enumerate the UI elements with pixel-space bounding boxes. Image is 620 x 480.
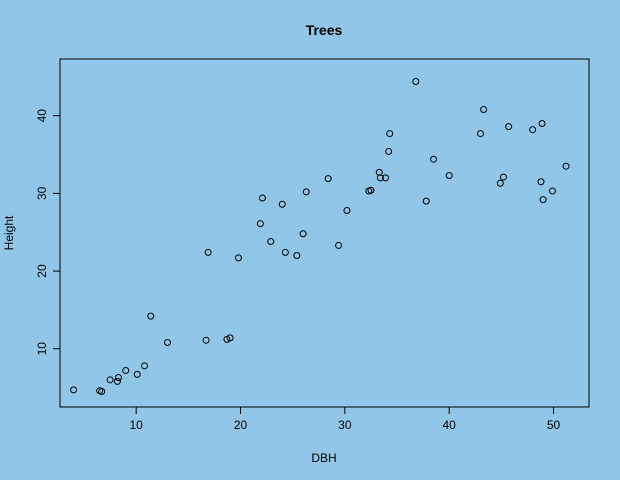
- data-point: [258, 194, 266, 202]
- data-point: [299, 230, 307, 238]
- data-point: [480, 105, 488, 113]
- y-tick-label: 40: [35, 109, 49, 123]
- data-point: [281, 248, 289, 256]
- data-point: [278, 200, 286, 208]
- data-point: [562, 162, 570, 170]
- data-point: [529, 126, 537, 134]
- data-point: [234, 254, 242, 262]
- data-point: [324, 175, 332, 183]
- data-point: [98, 387, 106, 395]
- data-point: [367, 186, 375, 194]
- data-point: [204, 248, 212, 256]
- data-point: [445, 172, 453, 180]
- data-point: [548, 187, 556, 195]
- data-point: [343, 206, 351, 214]
- data-point: [537, 178, 545, 186]
- x-tick-label: 10: [129, 418, 143, 432]
- data-point: [113, 377, 121, 385]
- data-point: [496, 179, 504, 187]
- data-point: [147, 312, 155, 320]
- data-point: [505, 123, 513, 131]
- y-axis: 10 20 30 40: [35, 109, 61, 356]
- data-point: [302, 188, 310, 196]
- x-axis: 10 20 30 40 50: [129, 406, 561, 432]
- x-tick-label: 50: [547, 418, 561, 432]
- data-point: [476, 130, 484, 138]
- data-point: [412, 78, 420, 86]
- data-point: [226, 334, 234, 342]
- data-point: [385, 147, 393, 155]
- data-point: [293, 252, 301, 260]
- data-point: [163, 339, 171, 347]
- y-tick-label: 30: [35, 186, 49, 200]
- data-point: [114, 373, 122, 381]
- data-point: [376, 174, 384, 182]
- data-points: [70, 78, 570, 395]
- data-point: [382, 174, 390, 182]
- chart-title: Trees: [306, 22, 343, 38]
- data-point: [256, 220, 264, 228]
- data-point: [106, 376, 114, 384]
- data-point: [141, 362, 149, 370]
- y-tick-label: 20: [35, 264, 49, 278]
- data-point: [499, 173, 507, 181]
- data-point: [386, 130, 394, 138]
- data-point: [122, 366, 130, 374]
- data-point: [202, 336, 210, 344]
- data-point: [422, 197, 430, 205]
- data-point: [335, 241, 343, 249]
- x-axis-label: DBH: [311, 451, 336, 465]
- x-tick-label: 20: [234, 418, 248, 432]
- data-point: [539, 196, 547, 204]
- data-point: [267, 238, 275, 246]
- data-point: [133, 370, 141, 378]
- plot-frame: [59, 58, 590, 408]
- data-point: [430, 155, 438, 163]
- y-tick-label: 10: [35, 342, 49, 356]
- x-tick-label: 30: [338, 418, 352, 432]
- data-point: [538, 119, 546, 127]
- y-axis-label: Height: [2, 215, 16, 250]
- x-tick-label: 40: [443, 418, 457, 432]
- data-point: [70, 386, 78, 394]
